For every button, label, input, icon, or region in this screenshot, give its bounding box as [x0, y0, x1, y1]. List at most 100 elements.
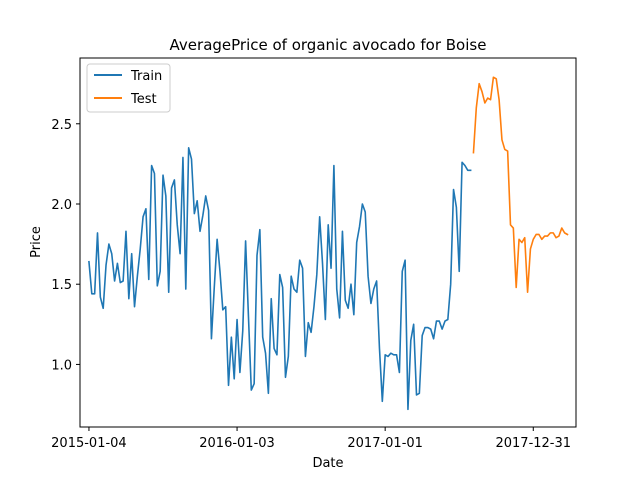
data-point-train-83	[324, 319, 326, 321]
data-point-train-127	[450, 283, 452, 285]
data-point-test-2	[478, 83, 480, 85]
data-point-train-115	[416, 394, 418, 396]
data-point-train-6	[105, 264, 107, 266]
data-point-test-20	[530, 248, 532, 250]
legend: Train Test	[86, 63, 171, 113]
data-point-train-110	[401, 270, 403, 272]
data-point-test-19	[527, 291, 529, 293]
data-point-train-86	[333, 165, 335, 167]
data-point-train-116	[418, 392, 420, 394]
data-point-train-55	[245, 240, 247, 242]
data-point-train-96	[361, 203, 363, 205]
x-tick-label-1: 2016-01-03	[199, 436, 275, 451]
data-point-train-1	[91, 293, 93, 295]
data-point-train-20	[145, 208, 147, 210]
data-point-train-51	[233, 378, 235, 380]
data-point-train-21	[148, 279, 150, 281]
data-point-train-102	[379, 347, 381, 349]
data-point-test-13	[510, 224, 512, 226]
data-point-train-0	[88, 261, 90, 263]
data-point-train-2	[94, 293, 96, 295]
data-point-train-123	[438, 320, 440, 322]
data-point-train-48	[225, 306, 227, 308]
series-line-train	[88, 147, 472, 411]
data-point-train-109	[399, 372, 401, 374]
data-point-test-18	[524, 237, 526, 239]
data-point-train-120	[430, 328, 432, 330]
data-point-train-97	[364, 211, 366, 213]
data-point-train-14	[128, 298, 130, 300]
y-tick-label-0: 1.0	[51, 358, 72, 373]
data-point-train-7	[108, 243, 110, 245]
data-point-test-9	[498, 99, 500, 101]
data-point-train-85	[330, 267, 332, 269]
data-point-train-24	[156, 285, 158, 287]
data-point-train-54	[242, 330, 244, 332]
data-point-train-27	[165, 195, 167, 197]
data-point-train-98	[367, 275, 369, 277]
data-point-train-47	[222, 309, 224, 311]
data-point-train-17	[136, 275, 138, 277]
data-point-train-63	[267, 392, 269, 394]
data-point-train-44	[213, 287, 215, 289]
data-point-train-41	[205, 195, 207, 197]
data-point-train-9	[114, 280, 116, 282]
data-point-test-6	[490, 99, 492, 101]
data-point-train-67	[279, 274, 281, 276]
data-point-train-10	[117, 262, 119, 264]
data-point-train-75	[302, 267, 304, 269]
data-point-train-31	[176, 224, 178, 226]
data-point-train-23	[154, 173, 156, 175]
data-point-test-27	[549, 232, 551, 234]
data-point-train-114	[413, 323, 415, 325]
data-point-train-72	[293, 288, 295, 290]
data-point-train-30	[174, 179, 176, 181]
data-point-train-28	[168, 291, 170, 293]
axis-ticks: 2015-01-04 2016-01-03 2017-01-01 2017-12-31…	[51, 118, 571, 451]
data-point-train-46	[219, 270, 221, 272]
data-point-train-93	[353, 314, 355, 316]
data-point-train-130	[458, 270, 460, 272]
data-point-train-78	[310, 331, 312, 333]
data-point-train-121	[433, 338, 435, 340]
data-point-train-80	[316, 274, 318, 276]
data-point-train-74	[299, 259, 301, 261]
data-point-train-49	[228, 384, 230, 386]
data-point-train-87	[336, 288, 338, 290]
data-point-train-4	[99, 296, 101, 298]
data-point-test-7	[493, 76, 495, 78]
x-tick-label-2: 2017-01-01	[347, 436, 423, 451]
data-point-train-33	[182, 157, 184, 159]
legend-label-train: Train	[130, 69, 162, 84]
data-point-train-79	[313, 306, 315, 308]
data-point-test-11	[504, 149, 506, 151]
legend-label-test: Test	[130, 92, 157, 107]
data-point-train-8	[111, 253, 113, 255]
data-point-train-99	[370, 303, 372, 305]
data-point-test-24	[541, 238, 543, 240]
x-axis-label: Date	[312, 456, 343, 471]
data-point-train-42	[208, 210, 210, 212]
data-point-test-8	[495, 78, 497, 80]
data-point-test-17	[521, 242, 523, 244]
data-point-train-107	[393, 354, 395, 356]
data-point-test-3	[481, 91, 483, 93]
data-point-train-77	[307, 322, 309, 324]
data-point-train-64	[270, 298, 272, 300]
data-point-train-29	[171, 187, 173, 189]
data-point-train-36	[191, 158, 193, 160]
data-point-train-73	[296, 291, 298, 293]
series-line-test	[472, 76, 569, 294]
data-point-train-34	[185, 288, 187, 290]
data-point-train-38	[196, 200, 198, 202]
data-point-train-57	[250, 389, 252, 391]
data-point-test-23	[538, 234, 540, 236]
data-point-test-31	[561, 227, 563, 229]
data-point-train-19	[142, 216, 144, 218]
data-point-train-3	[97, 232, 99, 234]
data-point-train-65	[273, 347, 275, 349]
data-point-test-12	[507, 150, 509, 152]
data-point-test-21	[532, 238, 534, 240]
data-point-test-22	[535, 234, 537, 236]
data-point-train-68	[282, 287, 284, 289]
